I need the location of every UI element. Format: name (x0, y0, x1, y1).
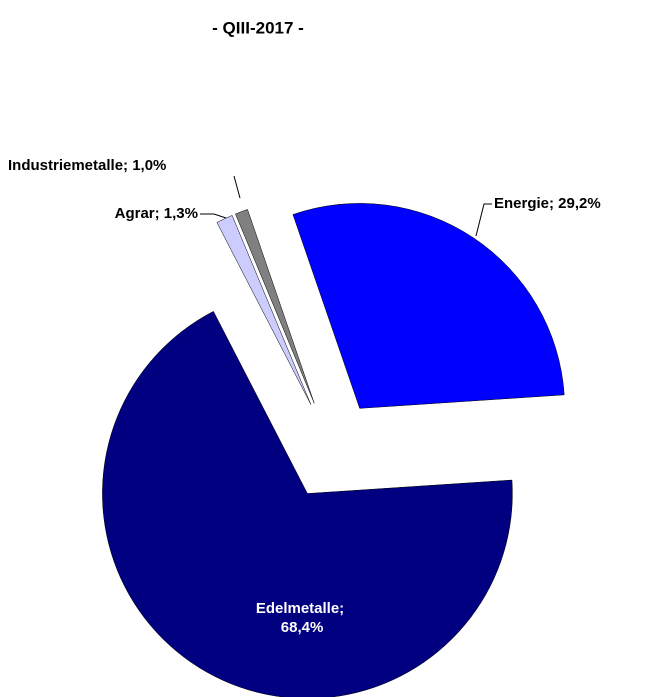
pie-slice (216, 215, 312, 405)
data-label: Energie; 29,2% (494, 195, 601, 212)
pie-slice (292, 203, 565, 409)
pie-slice (102, 311, 513, 697)
pie-slice (235, 209, 315, 404)
data-label: Edelmetalle; 68,4% (256, 600, 344, 636)
data-label: Industriemetalle; 1,0% (8, 157, 166, 174)
leader-line (475, 203, 492, 237)
leader-line (200, 213, 227, 219)
chart-title: - QIII-2017 - (212, 18, 304, 37)
data-label: Agrar; 1,3% (115, 205, 198, 222)
leader-line (233, 175, 241, 199)
